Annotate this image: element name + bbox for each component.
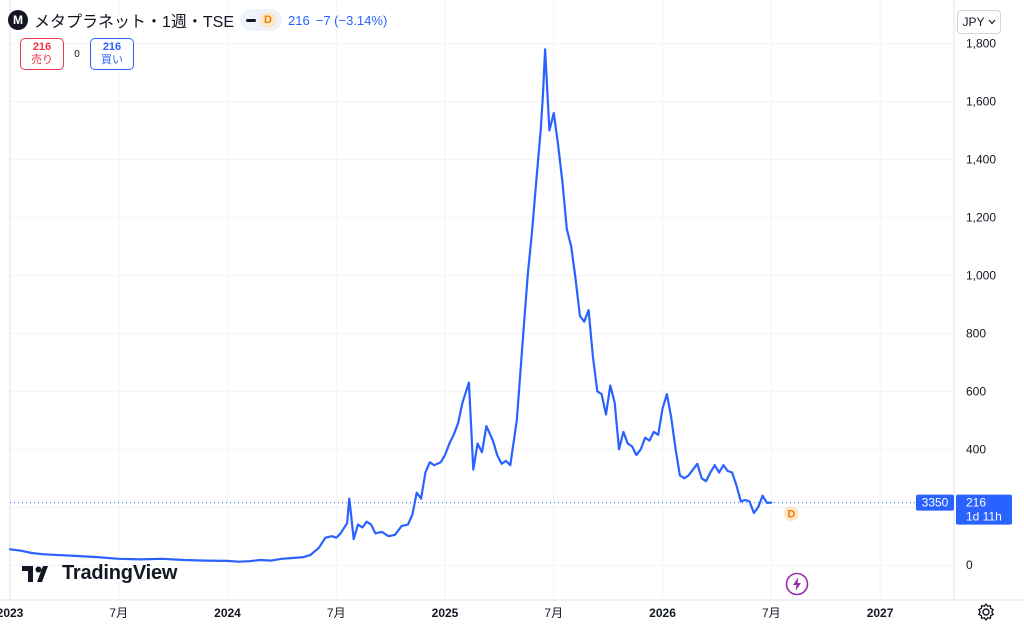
watermark-text: TradingView [62,562,178,584]
dash-icon [246,18,257,22]
lightning-icon[interactable] [785,572,809,596]
time-tick-label: 7月 [544,606,563,620]
dividend-marker-circle [783,506,799,522]
time-tick-label: 7月 [109,606,128,620]
trade-panel: 216 売り 0 216 買い [20,38,134,70]
tradingview-logo-icon [22,565,48,582]
price-tag-box [956,494,1012,525]
tradingview-watermark[interactable]: TradingView [22,562,177,585]
price-axis[interactable]: 0 400 600 800 1,000 1,200 1,400 1,600 1,800 [966,36,996,572]
time-axis[interactable]: 2023 7月 2024 7月 2025 7月 2026 7月 2027 [0,606,894,620]
price-tick-label: 1,800 [966,36,996,50]
chevron-down-icon [988,19,995,25]
currency-button[interactable]: JPY [957,10,1001,34]
time-tick-label: 2025 [432,606,459,620]
dividend-marker-letter: D [787,509,795,521]
time-tick-label: 7月 [327,606,346,620]
price-tag-price: 216 [966,496,986,510]
price-tag-left-label: 3350 [922,496,949,510]
current-price: 216 [288,12,310,28]
indicator-pill[interactable]: D [240,9,283,31]
price-tick-label: 1,400 [966,152,996,166]
time-tick-label: 2027 [867,606,894,620]
price-tick-label: 1,200 [966,210,996,224]
spread-value: 0 [74,48,80,60]
time-tick-label: 2026 [649,606,676,620]
sell-label: 売り [31,54,53,66]
time-tick-label: 2023 [0,606,24,620]
sell-button[interactable]: 216 売り [20,38,64,70]
chart-header: M メタプラネット・1週・TSE D 216 −7 (−3.14%) [8,8,387,32]
price-series-line [8,48,773,563]
buy-button[interactable]: 216 買い [90,38,134,70]
symbol-logo[interactable]: M [8,10,28,30]
time-tick-label: 2024 [214,606,241,620]
price-tick-label: 1,000 [966,268,996,282]
time-tick-label: 7月 [762,606,781,620]
price-tick-label: 800 [966,326,986,340]
dividend-badge: D [260,12,277,28]
buy-price: 216 [102,41,122,53]
price-tick-label: 1,600 [966,94,996,108]
currency-label: JPY [962,15,985,29]
price-tag-countdown: 1d 11h [966,510,1002,524]
symbol-title[interactable]: メタプラネット・1週・TSE [34,14,235,31]
buy-label: 買い [101,54,123,66]
price-tag: 3350 216 1d 11h [916,494,1012,525]
price-tick-label: 0 [966,558,973,572]
price-change: −7 (−3.14%) [315,12,388,28]
sell-price: 216 [32,41,52,53]
dividend-marker[interactable]: D [783,506,799,522]
gear-icon[interactable] [976,602,996,622]
price-tick-label: 400 [966,442,986,456]
price-tag-left-box [916,494,954,511]
price-tick-label: 600 [966,384,986,398]
